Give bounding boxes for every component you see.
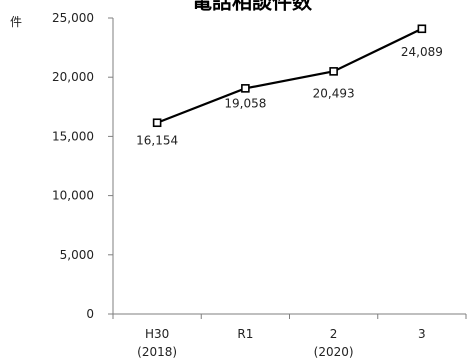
y-tick-label: 0 bbox=[86, 307, 94, 321]
data-point bbox=[241, 84, 250, 93]
data-point bbox=[417, 24, 427, 34]
y-tick-label: 25,000 bbox=[52, 11, 94, 25]
axes bbox=[108, 17, 467, 319]
data-labels: 16,154 19,058 20,493 24,089 bbox=[136, 45, 443, 148]
x-tick-label: 3 bbox=[418, 327, 426, 341]
data-label: 16,154 bbox=[136, 134, 178, 148]
data-label: 19,058 bbox=[224, 96, 266, 110]
x-tick-label: R1 bbox=[237, 327, 253, 341]
chart-title: 電話相談件数 bbox=[192, 0, 313, 14]
y-tick-label: 15,000 bbox=[52, 129, 94, 143]
data-point bbox=[329, 67, 338, 76]
y-tick-label: 20,000 bbox=[52, 70, 94, 84]
series bbox=[152, 24, 427, 128]
y-tick-label: 10,000 bbox=[52, 189, 94, 203]
series-line bbox=[156, 27, 423, 124]
y-tick-label: 5,000 bbox=[60, 248, 94, 262]
data-label: 24,089 bbox=[401, 45, 443, 59]
x-tick-label: H30 bbox=[145, 327, 169, 341]
x-tick-label: 2 bbox=[330, 327, 338, 341]
x-tick-sublabel: (2020) bbox=[314, 345, 354, 359]
y-unit-label: 件 bbox=[10, 15, 22, 29]
data-point bbox=[152, 118, 162, 128]
tick-labels: 0 5,000 10,000 15,000 20,000 25,000 H30 (2018) R… bbox=[52, 11, 426, 359]
x-tick-sublabel: (2018) bbox=[137, 345, 177, 359]
data-label: 20,493 bbox=[313, 86, 355, 100]
